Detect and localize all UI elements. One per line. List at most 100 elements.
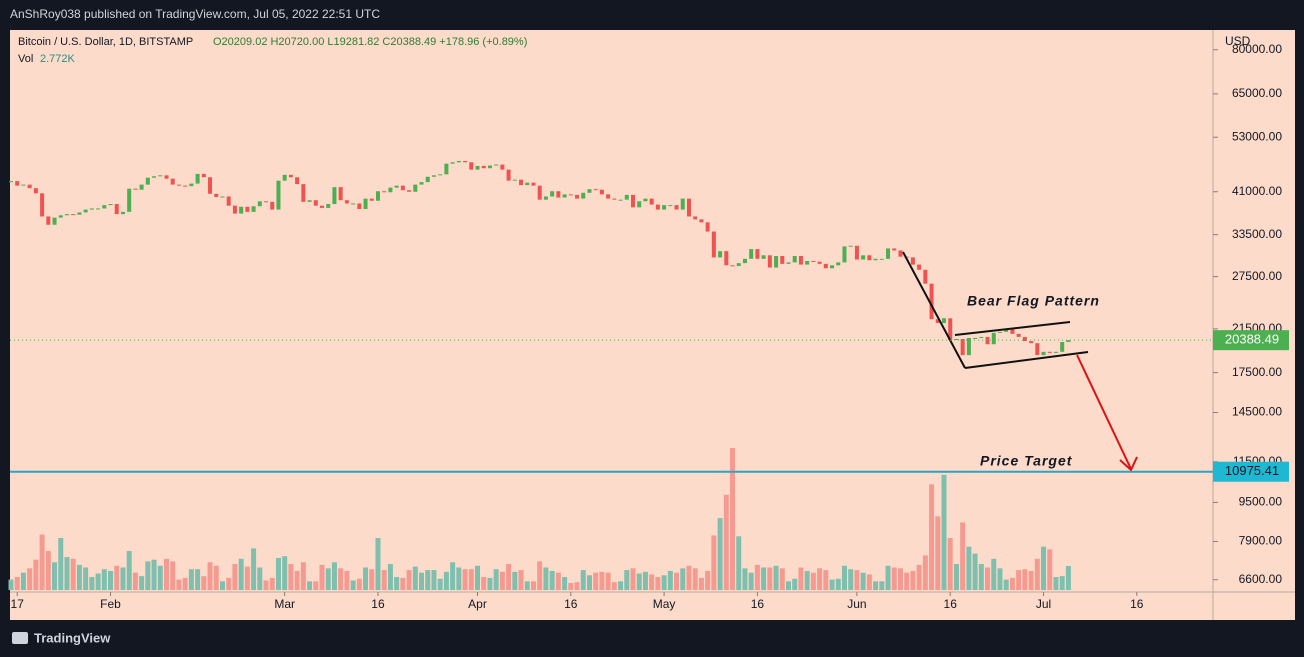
candle <box>631 194 635 208</box>
volume-bar <box>170 561 176 590</box>
volume-bar <box>307 581 313 590</box>
candle <box>487 165 492 169</box>
volume-bar <box>705 570 711 590</box>
candle <box>519 179 524 186</box>
volume-bar <box>1016 570 1022 590</box>
volume-bar <box>922 555 928 590</box>
candle <box>960 338 965 356</box>
x-tick-label: Apr <box>468 597 487 611</box>
volume-bar <box>674 572 680 590</box>
candle <box>83 209 88 213</box>
candle <box>388 187 393 193</box>
volume-bar <box>443 571 449 590</box>
volume-bar <box>381 570 387 590</box>
candle <box>680 198 685 210</box>
candle <box>226 196 231 206</box>
candle <box>693 216 698 220</box>
candle <box>245 206 250 212</box>
volume-bar <box>475 565 480 590</box>
volume-bar <box>151 559 157 590</box>
candle <box>344 200 349 204</box>
volume-bar <box>835 578 841 590</box>
candle <box>208 177 213 194</box>
volume-bar <box>767 567 773 590</box>
candle <box>77 212 82 215</box>
candle <box>456 160 461 163</box>
candle <box>718 251 723 258</box>
volume-bar <box>182 577 188 590</box>
candle <box>624 194 629 200</box>
candle <box>686 198 691 217</box>
currency: USD <box>1225 34 1251 48</box>
candle <box>394 185 399 188</box>
candle <box>929 283 934 320</box>
volume-bar <box>506 564 512 590</box>
candle <box>183 185 188 187</box>
x-tick-label: 16 <box>1130 597 1144 611</box>
volume-bar <box>866 574 872 590</box>
candle <box>64 214 69 216</box>
candle <box>475 165 480 170</box>
volume-bar <box>108 570 114 590</box>
last-price-label: 20388.49 <box>1225 332 1279 347</box>
volume-bar <box>27 568 33 590</box>
candle <box>481 165 486 169</box>
volume-bar <box>860 572 866 590</box>
candle <box>979 336 984 338</box>
volume-bar <box>885 565 891 590</box>
volume-bar <box>543 567 549 590</box>
candle <box>786 262 791 264</box>
volume-bar <box>524 581 530 590</box>
candle <box>295 177 300 185</box>
volume-bar <box>269 577 275 590</box>
candle <box>1066 340 1071 343</box>
volume-bar <box>468 569 474 590</box>
candle <box>823 263 828 269</box>
candle <box>780 255 785 264</box>
candle <box>320 205 324 208</box>
candle <box>257 201 262 207</box>
candle <box>543 196 548 200</box>
candle <box>892 248 897 251</box>
candle <box>369 198 374 201</box>
candle <box>326 204 331 208</box>
x-tick-label: 16 <box>371 597 385 611</box>
candle <box>1060 342 1065 352</box>
candle <box>705 222 710 232</box>
candle <box>413 184 418 192</box>
volume-bar <box>387 564 393 590</box>
chart-background <box>10 30 1295 620</box>
volume-bar <box>20 572 26 590</box>
candle <box>898 250 903 257</box>
candle <box>127 188 132 212</box>
candle <box>724 251 729 266</box>
volume-bar <box>114 565 120 590</box>
volume-bar <box>294 570 300 590</box>
candle <box>431 175 436 177</box>
volume-bar <box>593 572 599 590</box>
volume-bar <box>792 578 798 590</box>
candle <box>89 208 94 210</box>
candle <box>264 201 269 203</box>
candle <box>1010 328 1015 334</box>
x-tick-label: 16 <box>944 597 958 611</box>
footer-brand: TradingView <box>34 630 111 645</box>
candle <box>649 198 654 205</box>
volume-bar <box>711 535 717 590</box>
volume-bar <box>325 568 331 590</box>
volume-bar <box>338 568 344 590</box>
y-tick-label: 14500.00 <box>1232 405 1282 419</box>
volume-bar <box>754 564 760 590</box>
candle <box>749 249 754 259</box>
volume-bar <box>661 575 667 590</box>
candle <box>581 192 586 199</box>
candle <box>288 174 293 178</box>
volume-bar <box>698 577 704 590</box>
volume-bar <box>978 564 984 590</box>
candle <box>276 180 281 210</box>
candle <box>145 177 150 185</box>
candle <box>966 337 971 356</box>
volume-bar <box>580 570 586 590</box>
candle <box>655 204 660 210</box>
last-price-box <box>1213 330 1289 351</box>
